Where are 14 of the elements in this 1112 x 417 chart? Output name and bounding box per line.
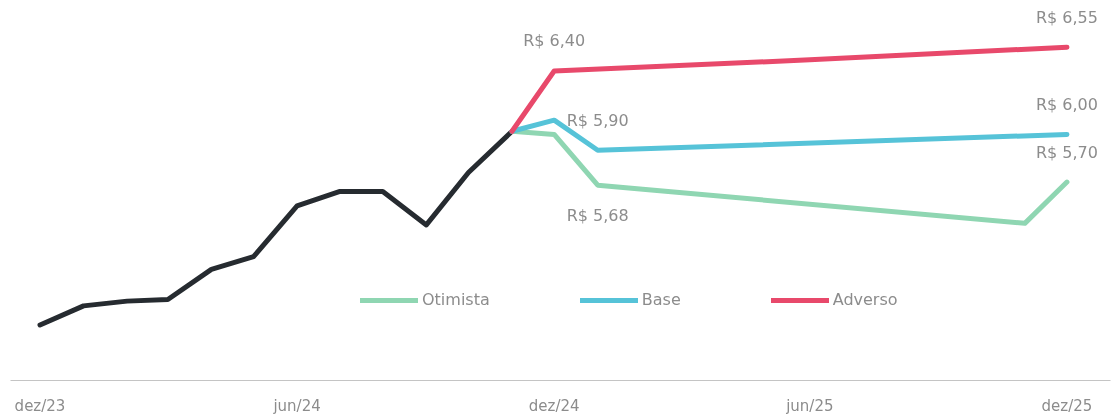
legend-label: Base bbox=[641, 290, 681, 309]
data-label: R$ 5,90 bbox=[566, 110, 629, 130]
x-tick-label: jun/24 bbox=[272, 396, 321, 415]
data-label: R$ 6,00 bbox=[1035, 94, 1098, 114]
x-tick-label: dez/23 bbox=[14, 396, 66, 415]
data-label: R$ 6,55 bbox=[1035, 7, 1098, 27]
x-tick-label: dez/24 bbox=[528, 396, 580, 415]
legend-label: Otimista bbox=[422, 290, 490, 309]
data-label: R$ 6,40 bbox=[523, 31, 586, 51]
legend-label: Adverso bbox=[832, 290, 898, 309]
x-tick-label: jun/25 bbox=[785, 396, 834, 415]
data-label: R$ 5,68 bbox=[566, 205, 629, 225]
data-label: R$ 5,70 bbox=[1035, 142, 1098, 162]
x-tick-label: dez/25 bbox=[1041, 396, 1093, 415]
